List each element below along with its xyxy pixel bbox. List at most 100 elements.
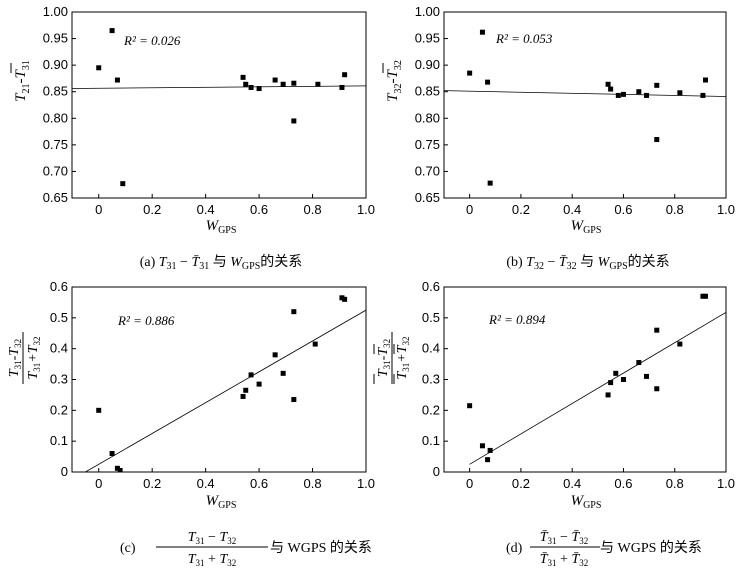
x-tick-label: 1.0 — [357, 202, 375, 217]
y-axis-label: T31-T32 T31+T32 — [7, 332, 42, 384]
x-tick-label: 0.6 — [250, 202, 268, 217]
x-tick-label: 0.2 — [143, 202, 161, 217]
data-point — [644, 373, 650, 379]
panel-caption: (c) T31 − T32 T31 + T32 与 WGPS 的关系 — [120, 530, 372, 568]
y-tick-label: 0.4 — [50, 341, 68, 356]
y-tick-label: 0.80 — [43, 110, 68, 125]
y-tick-label: 0.5 — [422, 310, 440, 325]
data-point — [620, 91, 626, 97]
data-point — [96, 65, 102, 71]
data-point — [248, 372, 254, 378]
data-point — [342, 72, 348, 78]
panel-caption: (b) T32 − T̄32 与 WGPS的关系 — [506, 254, 669, 272]
data-point — [487, 447, 493, 453]
svg-text:T31 − T32: T31 − T32 — [188, 530, 237, 546]
y-tick-label: 0 — [61, 464, 68, 479]
data-point — [96, 407, 102, 413]
x-tick-label: 0.6 — [614, 202, 632, 217]
svg-text:T21-T31: T21-T31 — [13, 60, 32, 102]
data-point — [291, 397, 297, 403]
x-tick-label: 0 — [466, 476, 473, 491]
trend-line — [72, 85, 366, 89]
r2-annotation: R² = 0.894 — [488, 312, 546, 327]
y-tick-label: 0.90 — [415, 57, 440, 72]
svg-text:T31+T32: T31+T32 — [395, 336, 411, 379]
y-tick-label: 0.65 — [43, 190, 68, 205]
data-point — [605, 392, 611, 398]
plot-frame — [71, 286, 367, 473]
data-point — [272, 77, 278, 83]
data-point — [654, 137, 660, 143]
x-tick-label: 1.0 — [357, 476, 375, 491]
data-point — [654, 82, 660, 88]
x-axis-label: WGPS — [571, 218, 602, 236]
panel-b: 0 0.2 0.4 0.6 0.8 1.0 0.65 0.70 0.75 0.80 0.85 0.9… — [382, 4, 735, 272]
svg-text:与 WGPS 的关系: 与 WGPS 的关系 — [600, 540, 702, 556]
svg-text:T̄31 + T̄32: T̄31 + T̄32 — [540, 552, 589, 568]
data-point — [120, 181, 126, 187]
y-tick-label: 0.90 — [43, 57, 68, 72]
data-point — [467, 70, 473, 76]
data-point — [654, 386, 660, 392]
data-point — [654, 327, 660, 333]
data-point — [280, 370, 286, 376]
data-point — [605, 81, 611, 87]
data-point — [615, 92, 621, 98]
data-point — [315, 81, 321, 87]
data-point — [467, 403, 473, 409]
data-point — [256, 381, 262, 387]
y-axis-label: T21-T31 — [10, 60, 32, 102]
data-point — [485, 457, 491, 463]
x-tick-label: 0.8 — [666, 202, 684, 217]
data-point — [291, 118, 297, 124]
x-tick-label: 0 — [95, 476, 102, 491]
data-point — [291, 80, 297, 86]
svg-text:T31-T32: T31-T32 — [376, 339, 392, 377]
y-tick-label: 0.95 — [43, 31, 68, 46]
y-tick-label: 0.75 — [43, 137, 68, 152]
plot-frame — [443, 11, 727, 199]
trend-line — [469, 311, 726, 465]
data-point — [677, 341, 683, 347]
y-tick-label: 0.3 — [50, 372, 68, 387]
data-point — [479, 443, 485, 449]
y-tick-label: 0.6 — [50, 279, 68, 294]
y-tick-label: 0.65 — [415, 190, 440, 205]
svg-text:T31+T32: T31+T32 — [26, 336, 42, 379]
y-axis-label: T31-T32 T31+T32 — [373, 332, 411, 384]
y-axis-ticks: 0.65 0.70 0.75 0.80 0.85 0.90 0.95 1.00 — [415, 4, 448, 205]
x-axis-label: WGPS — [206, 218, 237, 236]
data-point — [243, 387, 249, 393]
y-axis-ticks: 0 0.1 0.2 0.3 0.4 0.5 0.6 — [422, 279, 448, 479]
data-point — [256, 86, 262, 92]
plot-frame — [443, 286, 727, 473]
x-tick-label: 0.2 — [143, 476, 161, 491]
panel-caption: (a) T31 − T̄31 与 WGPS的关系 — [140, 254, 303, 272]
data-point — [339, 84, 345, 90]
data-point — [342, 296, 348, 302]
data-point — [613, 370, 619, 376]
data-point — [312, 341, 318, 347]
trend-line — [444, 90, 726, 97]
data-point — [677, 90, 683, 96]
svg-text:与 WGPS 的关系: 与 WGPS 的关系 — [270, 540, 372, 556]
y-tick-label: 0.2 — [422, 402, 440, 417]
data-point — [243, 81, 249, 87]
x-tick-label: 1.0 — [717, 476, 735, 491]
svg-text:(c): (c) — [120, 541, 136, 556]
panel-a: 0 0.2 0.4 0.6 0.8 1.0 0.65 0.70 0.75 0.80 0.85 0.9… — [10, 4, 375, 272]
y-tick-label: 0.5 — [50, 310, 68, 325]
r2-annotation: R² = 0.886 — [117, 313, 175, 328]
x-tick-label: 0.8 — [304, 476, 322, 491]
x-tick-label: 0.4 — [563, 202, 581, 217]
svg-text:T31 + T32: T31 + T32 — [188, 552, 237, 568]
x-tick-label: 0 — [466, 202, 473, 217]
y-tick-label: 0.6 — [422, 279, 440, 294]
data-point — [240, 74, 246, 80]
data-points — [444, 29, 726, 186]
x-axis-ticks: 0 0.2 0.4 0.6 0.8 1.0 — [95, 194, 375, 217]
data-point — [644, 92, 650, 98]
y-tick-label: 0 — [433, 464, 440, 479]
data-point — [636, 360, 642, 366]
